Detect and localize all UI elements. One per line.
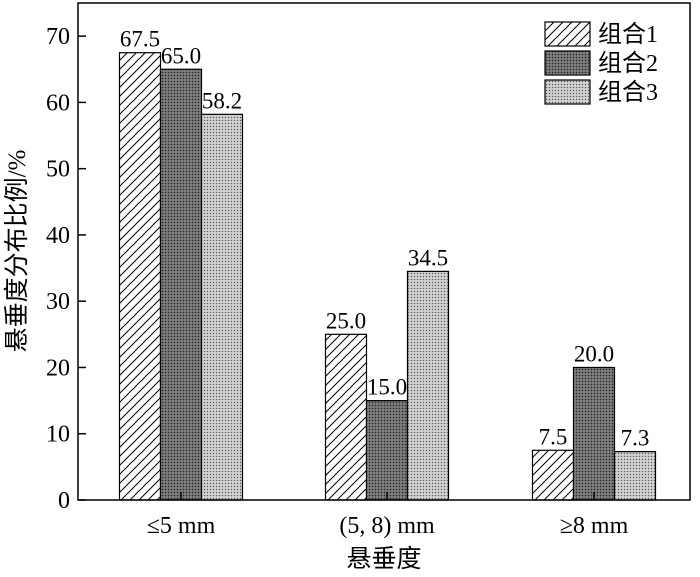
y-tick-label: 40 bbox=[46, 223, 70, 249]
bar-2 bbox=[159, 68, 203, 501]
legend-swatch-2 bbox=[544, 50, 591, 76]
y-axis-ticks: 0 10 20 30 40 50 60 70 bbox=[46, 24, 86, 514]
y-axis-label: 悬垂度分布比例/% bbox=[3, 150, 31, 353]
bar-2 bbox=[365, 400, 409, 501]
bar-1 bbox=[118, 52, 162, 501]
x-tick-label: (5, 8) mm bbox=[339, 513, 435, 539]
x-tick-label: ≤5 mm bbox=[147, 513, 216, 539]
legend-swatch-3 bbox=[544, 79, 591, 105]
bars-group bbox=[118, 52, 657, 501]
bar-value-label: 25.0 bbox=[326, 308, 366, 333]
bar-value-label: 65.0 bbox=[161, 43, 201, 68]
bar-value-labels: 67.565.058.2 25.0 15.0 34.5 7.5 20.0 7.3 bbox=[120, 27, 650, 451]
bar-value-label: 58.2 bbox=[202, 88, 242, 113]
legend-swatch-1 bbox=[544, 21, 591, 47]
x-axis-label: 悬垂度 bbox=[346, 545, 421, 573]
y-tick-label: 0 bbox=[58, 488, 70, 514]
legend-label-1: 组合1 bbox=[598, 21, 658, 48]
bar-1 bbox=[324, 333, 368, 501]
bar-value-label: 15.0 bbox=[367, 375, 407, 400]
x-axis-ticks: ≤5 mm (5, 8) mm ≥8 mm bbox=[147, 492, 629, 539]
y-tick-label: 30 bbox=[46, 289, 70, 315]
y-tick-label: 20 bbox=[46, 355, 70, 381]
bar-3 bbox=[613, 451, 657, 501]
bar-3 bbox=[200, 113, 244, 501]
bar-value-label: 7.5 bbox=[539, 424, 568, 449]
y-tick-label: 70 bbox=[46, 24, 70, 50]
bar-1 bbox=[531, 449, 575, 501]
plot-frame bbox=[77, 2, 691, 501]
bar-value-label: 34.5 bbox=[408, 245, 448, 270]
bar-3 bbox=[406, 270, 450, 501]
legend-label-3: 组合3 bbox=[598, 79, 658, 106]
y-tick-label: 60 bbox=[46, 90, 70, 116]
bar-value-label: 20.0 bbox=[574, 341, 614, 366]
bar-2 bbox=[572, 366, 616, 501]
legend-label-2: 组合2 bbox=[598, 50, 658, 77]
bar-value-label: 7.3 bbox=[621, 426, 650, 451]
x-tick-label: ≥8 mm bbox=[560, 513, 629, 539]
y-tick-label: 50 bbox=[46, 157, 70, 183]
bar-value-label: 67.5 bbox=[120, 27, 160, 52]
y-tick-label: 10 bbox=[46, 422, 70, 448]
